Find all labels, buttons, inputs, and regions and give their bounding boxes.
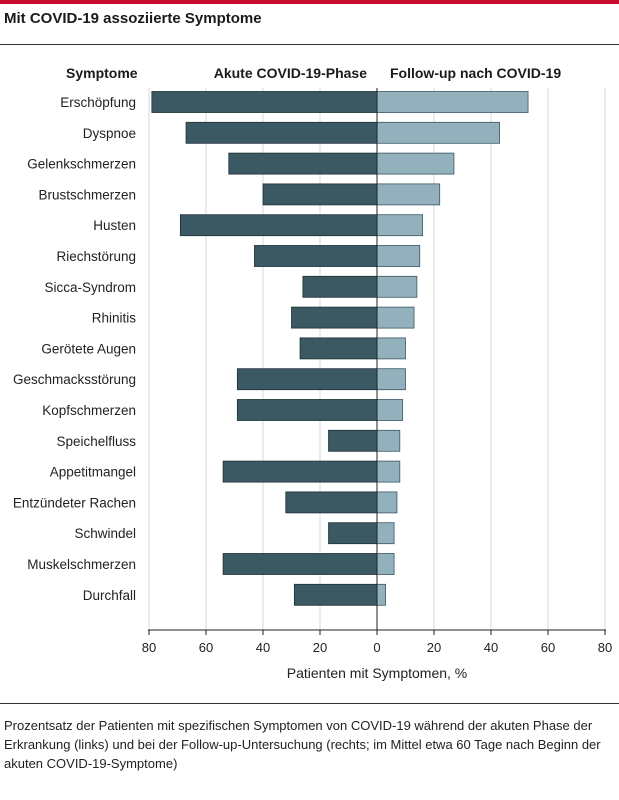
series-header-acute: Akute COVID-19-Phase [214,65,367,81]
series-header-followup: Follow-up nach COVID-19 [390,65,561,81]
category-label: Geschmacksstörung [13,372,136,387]
bar-followup [376,337,406,360]
bar-followup [376,460,401,483]
bar-followup [376,583,386,606]
bar-acute [236,368,378,391]
category-label: Gelenkschmerzen [27,157,136,172]
bar-acute [254,245,378,267]
bar-acute [236,399,378,421]
x-tick-label: 80 [142,640,156,655]
category-label: Speichelfluss [56,434,136,449]
x-tick-label: 80 [598,640,612,655]
category-label: Dyspnoe [83,126,136,141]
x-tick-label: 60 [199,640,213,655]
bar-acute [285,491,378,514]
category-label: Riechstörung [56,249,136,264]
bar-followup [376,214,423,237]
category-label: Rhinitis [92,311,137,326]
category-header: Symptome [66,65,138,81]
bar-followup [376,522,395,545]
bar-acute [291,306,378,329]
bar-acute [185,121,378,144]
caption-divider [0,703,619,704]
bar-followup [376,152,455,175]
bar-followup [376,91,529,113]
category-label: Kopfschmerzen [42,403,136,418]
category-label: Sicca-Syndrom [44,280,136,295]
bar-acute [262,183,378,206]
bars [151,91,529,606]
x-tick-label: 40 [484,640,498,655]
x-tick-label: 0 [373,640,380,655]
title-divider [0,44,619,45]
x-tick-label: 40 [256,640,270,655]
x-tick-label: 20 [427,640,441,655]
bar-acute [179,214,378,237]
bar-acute [228,152,378,175]
category-label: Erschöpfung [60,95,136,110]
x-tick-label: 60 [541,640,555,655]
bar-acute [328,522,378,545]
bar-followup [376,121,500,144]
bar-acute [222,460,378,483]
top-accent-rule [0,0,619,4]
category-label: Brustschmerzen [38,187,136,202]
bar-followup [376,491,398,514]
category-label: Muskelschmerzen [27,557,136,572]
bar-followup [376,399,404,421]
category-labels: Erschöpfung Dyspnoe Gelenkschmerzen Brustsc… [13,95,136,603]
grid-lines [148,88,606,630]
category-label: Gerötete Augen [41,341,136,356]
category-label: Husten [93,218,136,233]
category-label: Entzündeter Rachen [13,495,136,510]
bar-followup [376,275,418,298]
bar-acute [302,275,378,298]
category-label: Schwindel [74,526,136,541]
symptom-bar-chart: Erschöpfung Dyspnoe Gelenkschmerzen Brustsc… [13,65,612,681]
figure-title: Mit COVID-19 assoziierte Symptome [4,10,262,27]
bar-acute [299,337,378,360]
bar-followup [376,368,406,391]
x-tick-label: 20 [313,640,327,655]
bar-acute [293,583,378,606]
category-label: Appetitmangel [50,465,136,480]
figure-caption: Prozentsatz der Patienten mit spezifisch… [4,718,601,771]
x-axis-label: Patienten mit Symptomen, % [287,665,468,681]
bar-acute [222,553,378,575]
bar-followup [376,553,395,575]
bar-followup [376,429,401,452]
x-axis-ticks: 80 60 40 20 0 20 40 60 80 [142,629,612,655]
bar-followup [376,183,441,206]
bar-acute [328,429,378,452]
bar-followup [376,306,415,329]
category-label: Durchfall [83,588,136,603]
bar-followup [376,245,421,267]
bar-acute [151,91,378,113]
